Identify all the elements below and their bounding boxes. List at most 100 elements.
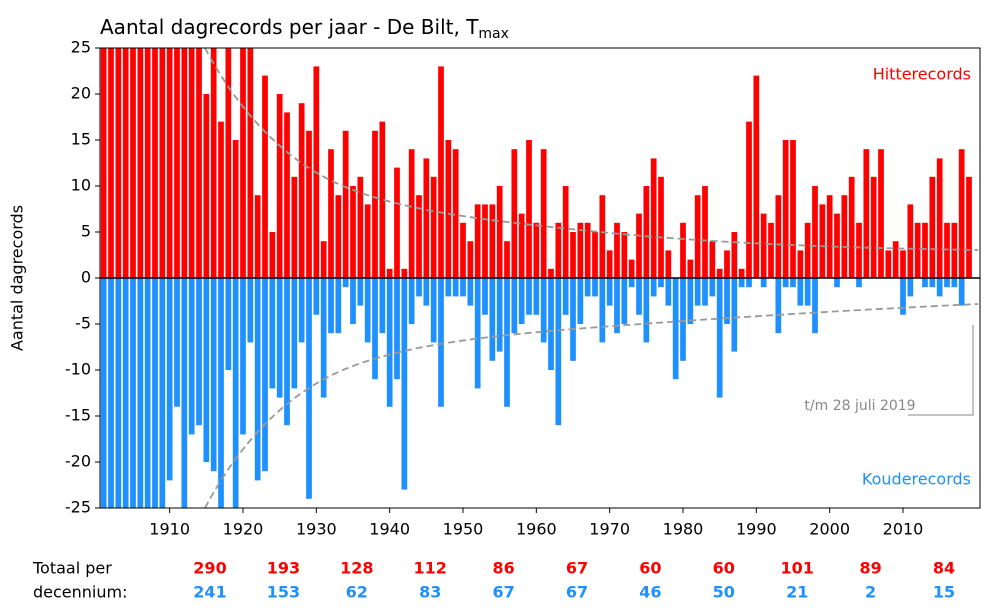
bar <box>900 278 906 315</box>
bar <box>247 48 254 278</box>
bar <box>482 278 488 315</box>
bar <box>702 278 708 306</box>
bar <box>599 278 606 343</box>
heat-total: 60 <box>639 559 661 578</box>
legend-entry: Hitterecords <box>873 65 971 84</box>
bar <box>819 204 826 278</box>
bar <box>203 278 210 462</box>
bar <box>900 250 906 278</box>
heat-total: 84 <box>933 559 955 578</box>
bar <box>445 140 452 278</box>
bar <box>430 176 437 278</box>
bar <box>746 121 752 278</box>
bar <box>775 278 782 334</box>
y-tick-label: 20 <box>71 84 91 103</box>
bar <box>350 186 356 278</box>
bar <box>108 278 114 508</box>
bar <box>628 278 635 288</box>
bar <box>760 278 767 288</box>
y-tick-label: 10 <box>71 176 91 195</box>
bar <box>372 130 378 278</box>
bar <box>628 259 635 278</box>
bar <box>408 278 415 324</box>
bar <box>540 278 547 343</box>
bar <box>350 278 356 324</box>
bar <box>709 241 716 278</box>
x-tick-label: 1950 <box>443 520 484 539</box>
bar <box>196 278 202 426</box>
bar <box>335 278 342 334</box>
bar <box>174 278 180 407</box>
bar <box>687 259 694 278</box>
y-tick-label: 5 <box>81 222 91 241</box>
bar <box>599 195 606 278</box>
bar <box>834 278 840 288</box>
bar <box>533 222 540 278</box>
bar <box>577 278 584 324</box>
bar <box>357 278 364 306</box>
bar <box>951 278 958 288</box>
bar <box>474 278 481 389</box>
bar <box>408 149 415 278</box>
bar <box>746 278 752 288</box>
bar <box>790 278 796 288</box>
bar <box>518 213 525 278</box>
bar <box>496 278 503 352</box>
bar <box>379 121 386 278</box>
bar <box>804 278 811 306</box>
bar <box>958 278 965 306</box>
bar <box>269 278 276 389</box>
bar <box>108 48 114 278</box>
bar <box>232 278 239 508</box>
bar <box>650 158 657 278</box>
bar <box>518 278 525 324</box>
bar <box>775 195 782 278</box>
bar <box>812 186 818 278</box>
bar <box>320 278 327 398</box>
bar <box>672 278 679 380</box>
legend-entry: Kouderecords <box>862 470 971 489</box>
bar <box>790 140 796 278</box>
bar <box>489 278 496 361</box>
bar <box>636 213 642 278</box>
bar <box>166 48 173 278</box>
bar <box>174 48 180 278</box>
bar <box>636 278 642 315</box>
bar <box>166 278 173 481</box>
bar <box>804 222 811 278</box>
bar <box>584 222 591 278</box>
bar <box>342 130 349 278</box>
bar <box>452 149 459 278</box>
bar <box>269 232 276 278</box>
bar <box>526 278 532 315</box>
cold-total: 241 <box>193 583 226 602</box>
bar <box>152 48 158 278</box>
x-tick-label: 2000 <box>809 520 850 539</box>
bar <box>379 278 386 334</box>
bar <box>548 268 554 278</box>
bar <box>291 176 298 278</box>
bar <box>291 278 298 389</box>
bar <box>122 48 129 278</box>
y-tick-label: -5 <box>75 314 91 333</box>
bar <box>716 278 723 398</box>
bar <box>658 176 664 278</box>
bar <box>460 222 466 278</box>
x-tick-label: 1990 <box>736 520 777 539</box>
y-tick-label: -10 <box>65 360 91 379</box>
bar <box>394 278 400 380</box>
bar <box>929 278 936 288</box>
bar <box>856 222 862 278</box>
bar <box>958 149 965 278</box>
bar <box>724 250 730 278</box>
bar <box>922 278 928 288</box>
bar <box>694 195 701 278</box>
bar <box>584 278 591 297</box>
bar <box>364 278 371 343</box>
bar <box>782 278 789 288</box>
bar <box>658 278 664 288</box>
bar <box>254 195 261 278</box>
bar <box>907 204 914 278</box>
heat-total: 128 <box>340 559 373 578</box>
